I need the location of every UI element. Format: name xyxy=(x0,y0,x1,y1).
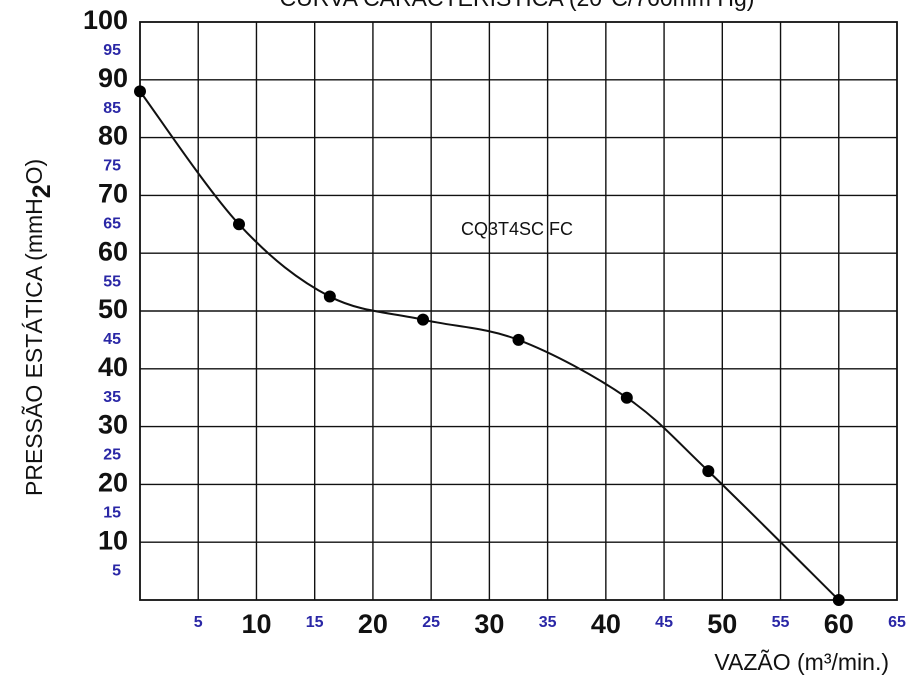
data-point-4 xyxy=(417,313,430,326)
x-tick-label-10: 10 xyxy=(241,609,271,639)
y-tick-label-90: 90 xyxy=(98,63,128,93)
y-tick-label-80: 80 xyxy=(98,121,128,151)
x-tick-label-55: 55 xyxy=(772,614,790,631)
y-tick-label-15: 15 xyxy=(103,505,121,522)
x-axis-label: VAZÃO (m³/min.) xyxy=(714,649,889,675)
horizontal-gridlines xyxy=(140,79,897,543)
x-tick-label-5: 5 xyxy=(194,614,203,631)
y-tick-label-50: 50 xyxy=(98,294,128,324)
data-points xyxy=(134,85,845,606)
x-axis-tick-labels: 10 20 30 40 50 60 5 15 25 35 45 55 65 xyxy=(194,609,906,639)
y-tick-label-10: 10 xyxy=(98,525,128,555)
x-tick-label-15: 15 xyxy=(306,614,324,631)
y-tick-label-100: 100 xyxy=(83,5,128,35)
data-point-6 xyxy=(620,391,633,404)
y-tick-label-75: 75 xyxy=(103,158,121,175)
data-point-5 xyxy=(512,333,525,346)
y-tick-label-65: 65 xyxy=(103,216,121,233)
y-tick-label-55: 55 xyxy=(103,273,121,290)
chart-title: CURVA CARACTERÍSTICA (20°C/760mm Hg) xyxy=(280,0,755,11)
y-axis-label: PRESSÃO ESTÁTICA (mmH2O) xyxy=(21,159,56,496)
y-tick-label-5: 5 xyxy=(112,562,121,579)
y-axis-tick-labels: 10 20 30 40 50 60 70 80 90 100 5 15 25 35 45 55 65 75 85 95 xyxy=(83,5,128,579)
x-tick-label-35: 35 xyxy=(539,614,557,631)
y-tick-label-60: 60 xyxy=(98,236,128,266)
y-tick-label-20: 20 xyxy=(98,468,128,498)
x-tick-label-60: 60 xyxy=(824,609,854,639)
series-label: CQ3T4SC FC xyxy=(461,219,573,239)
y-tick-label-35: 35 xyxy=(103,389,121,406)
x-tick-label-65: 65 xyxy=(888,614,906,631)
y-tick-label-45: 45 xyxy=(103,331,121,348)
y-axis-label-end: O) xyxy=(21,159,47,185)
x-tick-label-30: 30 xyxy=(474,609,504,639)
x-tick-label-20: 20 xyxy=(358,609,388,639)
y-tick-label-95: 95 xyxy=(103,42,121,59)
plot-frame xyxy=(139,21,898,601)
y-tick-label-70: 70 xyxy=(98,179,128,209)
y-axis-label-main: PRESSÃO ESTÁTICA (mmH xyxy=(21,198,47,496)
data-point-7 xyxy=(702,465,715,478)
data-point-8 xyxy=(832,594,845,606)
x-tick-label-40: 40 xyxy=(591,609,621,639)
x-tick-label-25: 25 xyxy=(422,614,440,631)
y-tick-label-85: 85 xyxy=(103,100,121,117)
data-point-3 xyxy=(323,290,336,303)
data-point-2 xyxy=(232,218,245,231)
y-axis-label-subscript: 2 xyxy=(28,184,56,198)
y-tick-label-40: 40 xyxy=(98,352,128,382)
x-tick-label-45: 45 xyxy=(655,614,673,631)
x-tick-label-50: 50 xyxy=(707,609,737,639)
y-tick-label-30: 30 xyxy=(98,410,128,440)
data-point-1 xyxy=(134,85,146,98)
y-tick-label-25: 25 xyxy=(103,447,121,464)
